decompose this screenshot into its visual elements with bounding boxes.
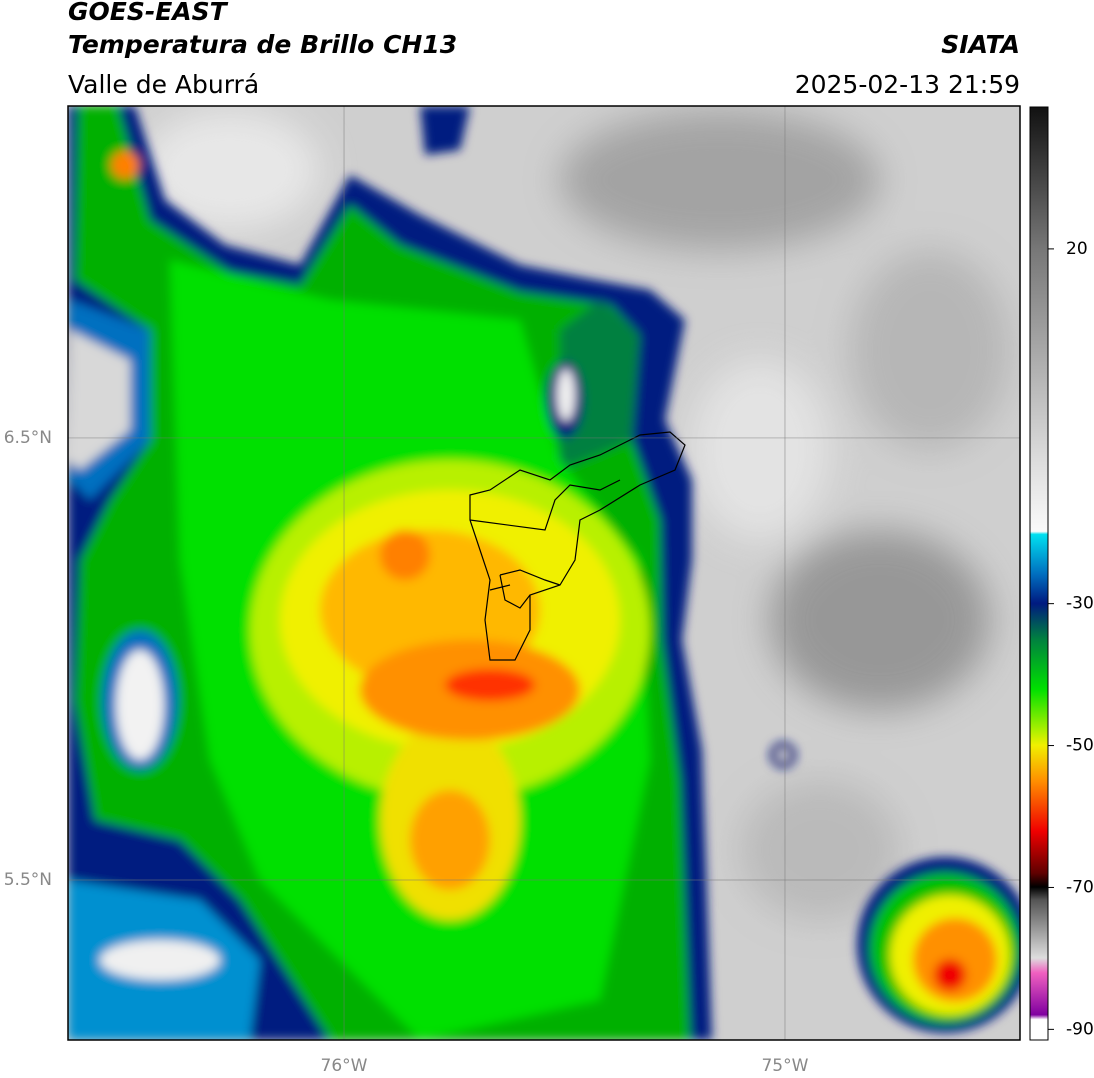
colorbar-tick-label: -30 xyxy=(1066,594,1094,614)
colorbar-tick-label: -70 xyxy=(1066,877,1094,897)
colorbar-tick-label: -50 xyxy=(1066,736,1094,756)
y-tick-label: 6.5°N xyxy=(4,428,52,448)
y-tick-label: 5.5°N xyxy=(4,870,52,890)
x-tick-label: 75°W xyxy=(761,1056,808,1076)
subtitle: Temperatura de Brillo CH13 xyxy=(68,30,457,59)
colorbar-ticks: 20 -30 -50 -70 -90 xyxy=(1048,239,1094,1039)
colorbar-tick-label: -90 xyxy=(1066,1019,1094,1039)
title: GOES-EAST xyxy=(68,0,229,26)
map-field xyxy=(68,106,1020,1040)
x-tick-label: 76°W xyxy=(321,1056,368,1076)
colorbar-tick-label: 20 xyxy=(1066,239,1088,259)
colorbar xyxy=(1029,106,1049,1041)
grid: 76°W 75°W 6.5°N 5.5°N xyxy=(4,106,1020,1076)
source: SIATA xyxy=(941,30,1020,59)
timestamp: 2025-02-13 21:59 xyxy=(795,70,1020,99)
region: Valle de Aburrá xyxy=(68,70,259,99)
map-frame xyxy=(67,105,1021,1041)
